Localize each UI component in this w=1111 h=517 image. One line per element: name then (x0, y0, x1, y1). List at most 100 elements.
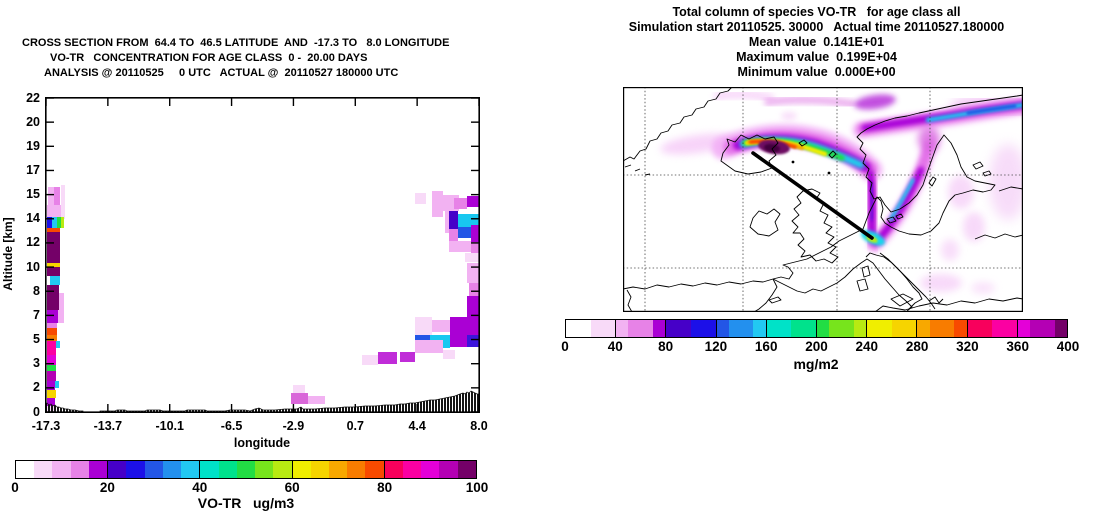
concentration-cell (47, 390, 56, 398)
colorbar-segment (715, 320, 729, 337)
colorbar-segment (1004, 320, 1017, 337)
coastline (624, 164, 651, 176)
concentration-cell (61, 185, 65, 219)
x-tick-label: 8.0 (470, 419, 488, 433)
map-title-mean-value: Mean value 0.141E+01 (748, 35, 885, 49)
concentration-cell (471, 242, 480, 253)
y-tick-label: 8 (33, 283, 40, 298)
total-column-map (623, 87, 1023, 312)
colorbar-tick-label: 40 (607, 339, 623, 354)
colorbar-segment (728, 320, 742, 337)
colorbar-segment (1042, 320, 1055, 337)
concentration-cell (61, 217, 64, 228)
colorbar-segment (347, 461, 366, 478)
coastline (720, 134, 779, 175)
concentration-cell (450, 317, 467, 333)
colorbar-segment (653, 320, 666, 337)
coastline (753, 278, 778, 312)
concentration-cell (378, 352, 397, 364)
concentration-cell (465, 253, 480, 262)
cross-section-transect-line (751, 151, 874, 240)
left-plot-title-line2: VO-TR CONCENTRATION FOR AGE CLASS 0 - 20… (50, 52, 368, 64)
colorbar-segment (310, 461, 329, 478)
plume-blob (920, 274, 962, 292)
coastline (623, 87, 733, 162)
x-tick-label: -6.5 (220, 419, 243, 433)
cross-section-plot (45, 97, 480, 413)
concentration-cell (291, 393, 308, 404)
concentration-cell (47, 365, 56, 371)
concentration-cell (443, 350, 455, 359)
concentration-cell (415, 193, 426, 204)
concentration-cell (47, 381, 55, 390)
concentration-cell (56, 341, 60, 348)
colorbar-tick-label: 20 (99, 480, 115, 495)
colorbar-tick-label: 60 (284, 480, 300, 495)
colorbar-tick-label: 120 (704, 339, 728, 354)
terrain-profile (45, 402, 84, 413)
colorbar-tick-label: 100 (465, 480, 489, 495)
colorbar-segment (34, 461, 53, 478)
colorbar-segment (236, 461, 256, 478)
concentration-cell (415, 317, 432, 335)
left-colorbar-unit: VO-TR ug/m3 (197, 495, 295, 511)
y-tick-label: 7 (33, 307, 40, 322)
colorbar-segment (690, 320, 704, 337)
colorbar-segment (941, 320, 955, 337)
left-colorbar (15, 460, 477, 479)
map-title-maximum-value: Maximum value 0.199E+04 (736, 50, 897, 64)
colorbar-segment (566, 320, 579, 337)
coastline (886, 213, 904, 224)
coastline (828, 150, 837, 159)
map-title-line1: Total column of species VO-TR for age cl… (672, 5, 961, 19)
concentration-cell (48, 187, 56, 205)
colorbar-segment (779, 320, 792, 337)
y-tick-label: 0 (33, 404, 40, 419)
map-frame (623, 87, 1023, 312)
colorbar-tick-label: 160 (754, 339, 778, 354)
plume-band (764, 95, 856, 108)
coastline (998, 186, 1023, 192)
plume-blob (948, 175, 974, 209)
plume-band (966, 104, 1017, 115)
map-marker (791, 160, 795, 164)
concentration-cell (47, 263, 60, 267)
y-tick-label: 14 (26, 211, 40, 226)
colorbar-segment (665, 320, 679, 337)
coastline (928, 296, 944, 304)
colorbar-segment (383, 461, 403, 478)
y-tick-label: 15 (26, 187, 40, 202)
coastline (890, 293, 914, 307)
plume-blob (918, 126, 940, 152)
colorbar-tick-label: 0 (11, 480, 19, 495)
colorbar-tick-label: 240 (855, 339, 879, 354)
colorbar-segment (853, 320, 867, 337)
colorbar-segment (765, 320, 780, 337)
map-title-line2: Simulation start 20110525. 30000 Actual … (628, 20, 1005, 34)
plume-blob (764, 143, 780, 153)
x-tick-label: 4.4 (408, 419, 426, 433)
concentration-cell (469, 283, 480, 296)
concentration-cell (47, 323, 57, 328)
colorbar-segment (421, 461, 440, 478)
y-axis-title: Altitude [km] (1, 217, 15, 291)
colorbar-segment (979, 320, 993, 337)
y-tick-label: 3 (33, 356, 40, 371)
y-tick-label: 22 (26, 90, 40, 105)
colorbar-segment (891, 320, 905, 337)
colorbar-segment (181, 461, 200, 478)
colorbar-segment (703, 320, 716, 337)
concentration-cell (449, 241, 471, 252)
colorbar-segment (815, 320, 830, 337)
plume-blob (854, 94, 896, 110)
colorbar-segment (70, 461, 89, 478)
plume-band (713, 89, 775, 103)
colorbar-segment (678, 320, 691, 337)
colorbar-segment (273, 461, 292, 478)
concentration-cell (471, 225, 480, 242)
plume-blob (971, 282, 995, 294)
coastline (856, 278, 869, 292)
concentration-cell (450, 333, 467, 347)
colorbar-segment (457, 461, 476, 478)
colorbar-tick-label: 0 (561, 339, 569, 354)
